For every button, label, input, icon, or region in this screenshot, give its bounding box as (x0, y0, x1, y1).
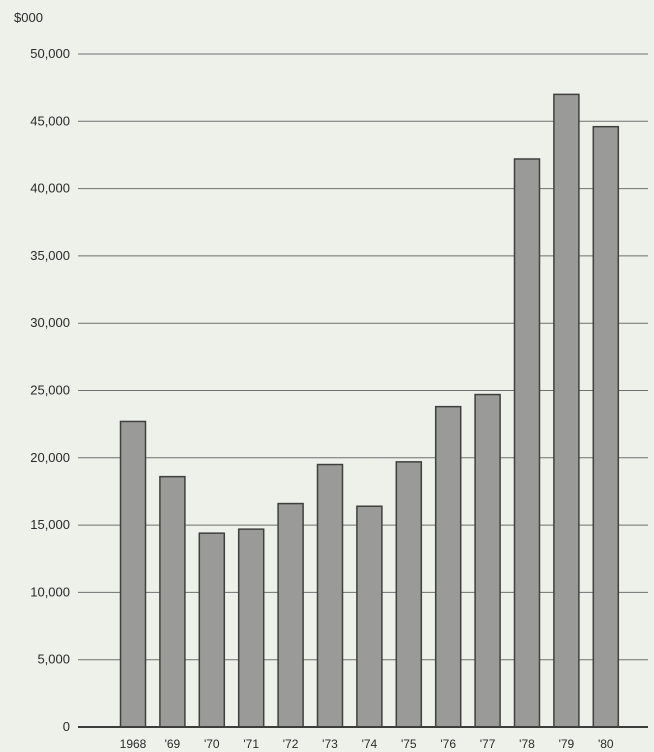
y-tick-label: 10,000 (30, 584, 70, 599)
x-tick-label: '80 (598, 737, 614, 751)
bar (356, 505, 383, 728)
x-tick-label: '75 (401, 737, 417, 751)
y-tick-label: 0 (63, 719, 70, 734)
x-tick-label: 1968 (120, 737, 147, 751)
bar (395, 461, 423, 728)
x-tick-label: '71 (243, 737, 259, 751)
bar (159, 475, 186, 728)
bar (198, 532, 226, 728)
y-tick-label: 50,000 (30, 46, 70, 61)
x-tick-label: '70 (204, 737, 220, 751)
y-tick-label: 25,000 (30, 383, 70, 398)
bar (434, 405, 462, 728)
bar (277, 502, 304, 728)
x-tick-label: '73 (322, 737, 338, 751)
bar (553, 93, 580, 728)
x-tick-label: '76 (440, 737, 456, 751)
x-tick-label: '78 (519, 737, 535, 751)
bars (119, 93, 620, 728)
y-tick-label: 45,000 (30, 113, 70, 128)
bar (513, 158, 541, 728)
y-axis-unit-label: $000 (14, 10, 43, 25)
y-tick-label: 15,000 (30, 517, 70, 532)
y-tick-label: 35,000 (30, 248, 70, 263)
x-tick-label: '79 (559, 737, 575, 751)
x-tick-label: '77 (480, 737, 496, 751)
y-tick-label: 20,000 (30, 450, 70, 465)
x-axis-tick-labels: 1968 '69 '70 '71 '72 '73 '74 '75 '76 '77 '78 '79 '80 (120, 737, 614, 751)
bar (474, 393, 501, 728)
bar (119, 420, 147, 728)
y-tick-label: 5,000 (37, 652, 70, 667)
bar (316, 463, 344, 728)
x-tick-label: '72 (283, 737, 299, 751)
y-axis-tick-labels: 0 5,000 10,000 15,000 20,000 25,000 30,000 35,0… (30, 46, 70, 734)
y-tick-label: 40,000 (30, 181, 70, 196)
bar (592, 125, 620, 728)
bar (237, 528, 265, 728)
x-tick-label: '69 (165, 737, 181, 751)
y-tick-label: 30,000 (30, 315, 70, 330)
x-tick-label: '74 (362, 737, 378, 751)
